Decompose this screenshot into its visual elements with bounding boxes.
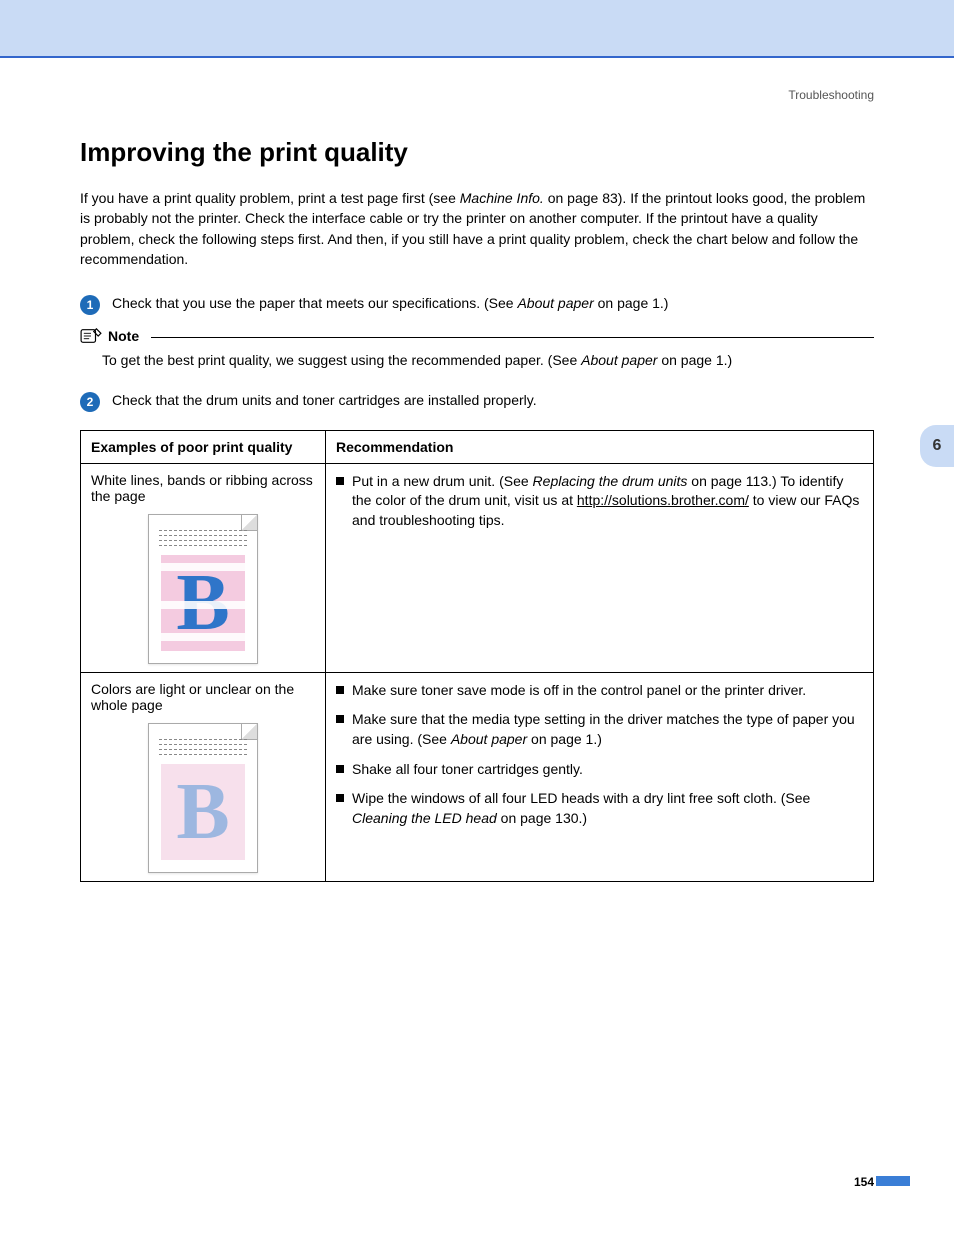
recommendation-text: Shake all four toner cartridges gently.	[352, 760, 583, 780]
quality-table: Examples of poor print quality Recommend…	[80, 430, 874, 882]
square-bullet-icon	[336, 477, 344, 485]
table-header-example: Examples of poor print quality	[81, 430, 326, 463]
note-header: Note	[80, 327, 874, 345]
square-bullet-icon	[336, 715, 344, 723]
note-label: Note	[108, 328, 139, 344]
table-row: Colors are light or unclear on the whole…	[81, 672, 874, 881]
example-thumb: B	[91, 514, 315, 664]
example-cell: Colors are light or unclear on the whole…	[81, 672, 326, 881]
square-bullet-icon	[336, 765, 344, 773]
recommendation-text: Make sure that the media type setting in…	[352, 710, 863, 749]
table-header-recommendation: Recommendation	[326, 430, 874, 463]
page-content: Troubleshooting Improving the print qual…	[0, 58, 954, 882]
note-body: To get the best print quality, we sugges…	[80, 351, 874, 371]
table-row: White lines, bands or ribbing across the…	[81, 463, 874, 672]
example-thumb: B	[91, 723, 315, 873]
recommendation-item: Make sure that the media type setting in…	[336, 710, 863, 749]
example-text: Colors are light or unclear on the whole…	[91, 681, 315, 713]
step-1-text: Check that you use the paper that meets …	[112, 294, 668, 314]
recommendation-item: Shake all four toner cartridges gently.	[336, 760, 863, 780]
square-bullet-icon	[336, 794, 344, 802]
recommendation-cell: Put in a new drum unit. (See Replacing t…	[326, 463, 874, 672]
square-bullet-icon	[336, 686, 344, 694]
step-2: 2 Check that the drum units and toner ca…	[80, 391, 874, 412]
top-banner	[0, 0, 954, 58]
recommendation-text: Put in a new drum unit. (See Replacing t…	[352, 472, 863, 531]
page-number-bar	[876, 1176, 910, 1186]
example-cell: White lines, bands or ribbing across the…	[81, 463, 326, 672]
recommendation-item: Make sure toner save mode is off in the …	[336, 681, 863, 701]
recommendation-text: Make sure toner save mode is off in the …	[352, 681, 806, 701]
intro-paragraph: If you have a print quality problem, pri…	[80, 188, 874, 269]
breadcrumb: Troubleshooting	[80, 88, 874, 102]
step-badge-icon: 1	[80, 295, 100, 315]
step-1: 1 Check that you use the paper that meet…	[80, 294, 874, 315]
step-badge-icon: 2	[80, 392, 100, 412]
note-icon	[80, 327, 102, 345]
quality-table-body: White lines, bands or ribbing across the…	[81, 463, 874, 881]
recommendation-item: Put in a new drum unit. (See Replacing t…	[336, 472, 863, 531]
chapter-tab: 6	[920, 425, 954, 467]
recommendation-item: Wipe the windows of all four LED heads w…	[336, 789, 863, 828]
recommendation-cell: Make sure toner save mode is off in the …	[326, 672, 874, 881]
step-2-text: Check that the drum units and toner cart…	[112, 391, 537, 411]
note-box: Note To get the best print quality, we s…	[80, 327, 874, 371]
note-divider	[151, 337, 874, 338]
example-text: White lines, bands or ribbing across the…	[91, 472, 315, 504]
page-title: Improving the print quality	[80, 137, 874, 168]
page-number: 154	[854, 1175, 874, 1189]
recommendation-text: Wipe the windows of all four LED heads w…	[352, 789, 863, 828]
